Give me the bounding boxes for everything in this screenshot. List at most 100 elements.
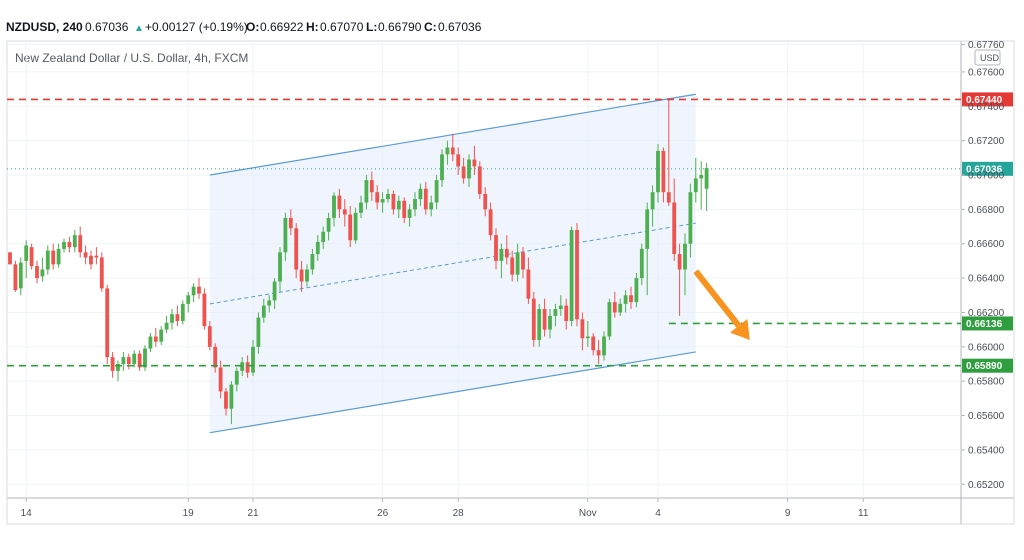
candle (29, 243, 34, 270)
candle (180, 300, 185, 325)
candle-body (672, 202, 677, 255)
candle-body (164, 322, 169, 330)
candle-body (380, 199, 385, 203)
candle-body (499, 248, 504, 261)
candle-body (402, 200, 407, 218)
candle-body (24, 245, 29, 261)
candle-body (105, 288, 110, 358)
candle (110, 351, 115, 378)
price-badge-bg (962, 92, 1013, 107)
candle-body (596, 350, 601, 356)
candle-body (677, 254, 682, 270)
candle-body (78, 235, 83, 253)
candle-body (13, 264, 18, 291)
candle (423, 181, 428, 215)
candle (62, 238, 66, 253)
price-axis[interactable]: 0.67760 0.67600 0.67400 0.67200 0.67000 0.668… (961, 40, 1005, 491)
candle-body (423, 188, 428, 210)
candle-body (56, 248, 61, 265)
candle-body (693, 178, 698, 193)
candle (683, 233, 687, 296)
candle-body (234, 370, 239, 385)
candle (639, 243, 644, 285)
candle-body (418, 188, 423, 200)
candle (407, 204, 412, 227)
x-tick-label: 26 (377, 508, 389, 519)
currency-button[interactable]: USD (974, 49, 1001, 66)
candle (521, 247, 525, 279)
candle-body (607, 302, 612, 337)
candle (364, 175, 369, 210)
candle-body (159, 329, 164, 342)
candle-body (148, 336, 153, 349)
candle-body (99, 257, 104, 289)
candle (191, 283, 196, 303)
candle (515, 243, 520, 282)
candle-body (229, 384, 234, 409)
candle-body (197, 286, 201, 294)
candle (472, 145, 477, 176)
candle (558, 295, 563, 316)
candle-body (186, 295, 191, 304)
time-axis[interactable]: 14 19 21 26 28 Nov 4 9 11 (21, 498, 869, 519)
close-value: 0.67036 (438, 20, 482, 34)
candle-body (132, 353, 137, 364)
candle (429, 195, 434, 217)
last-price: 0.67036 (85, 20, 129, 34)
candle-body (602, 336, 606, 356)
price-badge-target: 0.66136 (962, 316, 1013, 331)
y-tick-label: 0.65600 (968, 411, 1005, 422)
candle (580, 312, 585, 351)
candle-body (294, 228, 299, 270)
candle (699, 161, 704, 210)
candle-body (153, 336, 158, 342)
candle-body (683, 243, 687, 270)
open-label: O: (246, 20, 259, 34)
candle (585, 321, 590, 347)
candle (688, 183, 693, 258)
candle (299, 260, 304, 292)
trend-arrow-head (730, 318, 750, 340)
candle (348, 205, 353, 248)
candle-body (634, 278, 639, 303)
price-badge-bg (962, 316, 1013, 331)
close-label: C: (424, 20, 437, 34)
candle (434, 175, 439, 210)
candle (45, 245, 50, 275)
candle-body (305, 269, 309, 282)
candle (456, 147, 461, 176)
candle (553, 303, 558, 327)
candle-body (126, 357, 131, 364)
candle (531, 291, 536, 347)
candle-body (553, 309, 558, 316)
candle (440, 149, 444, 188)
candle (240, 357, 245, 377)
candle-body (666, 192, 671, 203)
candle (67, 236, 72, 253)
candle (494, 228, 498, 270)
candle (537, 303, 542, 347)
candle-body (542, 309, 547, 330)
price-badge-bg (962, 161, 1013, 176)
candle-body (575, 229, 579, 320)
x-tick-label: 4 (655, 508, 661, 519)
price-badge-label: 0.67036 (966, 164, 1003, 175)
candle (612, 291, 617, 318)
candles (8, 99, 709, 425)
candle (542, 298, 547, 337)
candle-body (440, 154, 444, 181)
candle-body (315, 242, 320, 255)
candle (391, 190, 396, 215)
open-value: 0.66922 (260, 20, 304, 34)
candle (256, 312, 261, 354)
candle-body (375, 192, 380, 203)
candle-body (591, 336, 596, 351)
candle-body (342, 209, 347, 215)
change-value: +0.00127 (+0.19%) (145, 20, 248, 34)
candle-body (537, 309, 542, 340)
candle-body (364, 180, 369, 203)
candle (137, 350, 142, 371)
y-tick-label: 0.66200 (968, 308, 1005, 319)
candle (591, 333, 596, 356)
